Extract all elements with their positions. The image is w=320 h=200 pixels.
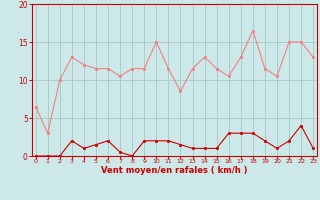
X-axis label: Vent moyen/en rafales ( km/h ): Vent moyen/en rafales ( km/h )	[101, 166, 248, 175]
